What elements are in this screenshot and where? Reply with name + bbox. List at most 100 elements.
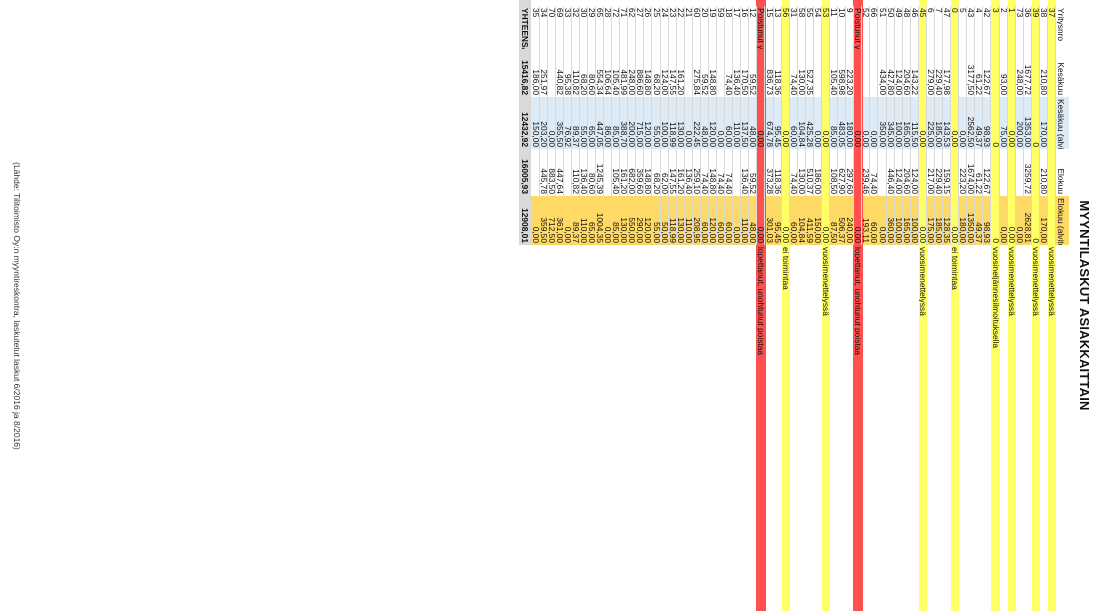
table-cell: 350,00	[878, 121, 887, 147]
table-cell	[879, 245, 887, 395]
table-cell	[1048, 149, 1056, 196]
table-cell	[653, 245, 661, 395]
table-cell: 434,00	[878, 69, 887, 95]
table-cell: 100,00	[894, 121, 903, 147]
table-cell: 105,40	[612, 168, 621, 194]
table-cell: 161,20	[676, 168, 685, 194]
table-cell	[677, 245, 685, 395]
table-cell	[564, 149, 572, 196]
table-cell: 85,00	[612, 126, 621, 147]
table-cell: 49	[894, 8, 903, 18]
table-cell: 89,37	[571, 222, 580, 243]
table-cell: 29	[588, 8, 597, 18]
table-cell: 481,99	[620, 69, 629, 95]
table-cell: 148,80	[709, 69, 718, 95]
table-cell: 0,00	[822, 130, 831, 147]
table-cell: 59,52	[701, 74, 709, 95]
table-cell: 74,40	[870, 173, 879, 194]
table-cell: 120,00	[644, 121, 653, 147]
table-cell	[927, 245, 935, 395]
table-cell: 36	[1023, 8, 1032, 18]
table-cell: 118,99	[668, 218, 677, 243]
table-cell: 290,00	[636, 217, 645, 243]
table-cell: 0	[1032, 97, 1040, 149]
table-cell: 93,00	[999, 74, 1008, 95]
table-cell	[572, 245, 580, 395]
table-cell: 104,84	[797, 217, 806, 243]
table-cell: 143,53	[943, 121, 952, 147]
table-cell: 110,00	[684, 218, 693, 243]
table-cell	[564, 245, 572, 395]
table-cell: 120,00	[644, 217, 653, 243]
table-cell	[685, 245, 693, 395]
table-cell: 170,00	[1039, 217, 1048, 243]
table-cell	[1016, 245, 1024, 395]
table-cell: 0,00	[999, 226, 1008, 243]
table-cell: 359,50	[539, 217, 548, 243]
table-cell	[814, 49, 822, 97]
table-cell	[967, 245, 975, 395]
table-cell: 0,00	[781, 226, 790, 243]
total-cell: 16005,93	[521, 159, 530, 194]
table-cell: 104,84	[797, 121, 806, 147]
table-cell: 89,37	[571, 126, 580, 147]
table-cell: 49,37	[975, 222, 984, 243]
table-cell: 26	[644, 8, 653, 18]
table-cell	[725, 245, 733, 395]
table-cell: 411,59	[805, 218, 814, 243]
table-cell	[733, 149, 741, 196]
table-cell: 223,20	[959, 168, 968, 194]
table-cell: 110,82	[571, 169, 580, 194]
table-cell: 136,40	[579, 168, 588, 194]
table-cell: 59	[717, 8, 726, 18]
table-cell: 0,00	[1015, 226, 1024, 243]
table-cell: 0,00	[959, 130, 968, 147]
table-cell: 87,50	[830, 222, 839, 243]
table-cell: 39	[1031, 8, 1040, 18]
table-cell: 425,28	[805, 121, 814, 147]
table-cell	[830, 245, 838, 395]
table-cell: 6	[927, 6, 935, 49]
table-cell: 446,40	[886, 168, 895, 194]
table-cell: 886,60	[636, 69, 645, 95]
table-cell	[943, 245, 951, 395]
table-cell: Poistunut yritys 1	[854, 8, 863, 49]
table-cell: 48	[902, 8, 911, 18]
table-cell: 65,00	[588, 222, 597, 243]
table-cell	[749, 245, 757, 395]
table-cell: 95,38	[563, 74, 572, 95]
table-cell	[782, 149, 790, 196]
table-cell: 58	[797, 8, 806, 18]
table-cell: 161,20	[620, 168, 629, 194]
table-cell: 427,80	[886, 69, 895, 95]
table-cell: 3177,50	[967, 64, 976, 95]
table-cell: 68,20	[579, 74, 588, 95]
table-cell: 0,00	[862, 130, 871, 147]
table-cell: 130,00	[797, 69, 806, 95]
table-cell: 159,15	[943, 168, 952, 194]
table-cell: 55	[805, 8, 814, 18]
table-cell: 30	[579, 8, 588, 18]
table-cell: 60,00	[789, 222, 798, 243]
table-cell: 136,40	[684, 168, 693, 194]
table-cell: 2	[1000, 6, 1008, 49]
table-cell	[806, 245, 814, 395]
table-cell	[532, 149, 540, 196]
table-cell	[822, 49, 830, 97]
table-cell	[854, 49, 862, 97]
table-cell: 0,00	[717, 130, 726, 147]
table-cell	[1000, 245, 1008, 395]
table-cell: 147,55	[668, 69, 677, 95]
table-cell	[846, 245, 854, 395]
table-cell	[645, 245, 653, 395]
table-cell: 60,00	[789, 126, 798, 147]
table-cell: 12	[749, 8, 758, 18]
table-cell: 445,78	[539, 168, 548, 194]
table-cell: 18	[725, 8, 734, 18]
table-cell: 85,00	[830, 126, 839, 147]
table-cell: 0,00	[878, 226, 887, 243]
table-cell: 43	[967, 8, 976, 18]
table-cell	[604, 149, 612, 196]
